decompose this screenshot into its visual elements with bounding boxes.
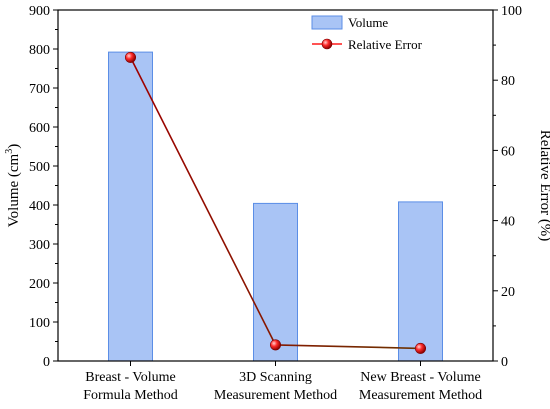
x-tick-label-1-0: 3D Scanning — [239, 370, 312, 385]
left-tick-label-800: 800 — [29, 43, 50, 58]
right-tick-label-20: 20 — [501, 285, 515, 300]
line-layer — [125, 51, 426, 354]
x-tick-label-2-1: Measurement Method — [359, 388, 482, 403]
right-axis-title: Relative Error (%) — [537, 130, 550, 242]
relative-error-point-2 — [414, 342, 426, 354]
legend: Volume Relative Error — [311, 15, 423, 52]
x-tick-label-0-0: Breast - Volume — [85, 370, 175, 385]
left-tick-label-700: 700 — [29, 82, 50, 97]
left-tick-label-400: 400 — [29, 199, 50, 214]
relative-error-point-0 — [125, 51, 137, 63]
x-tick-label-0-1: Formula Method — [83, 388, 178, 403]
left-tick-label-300: 300 — [29, 238, 50, 253]
relative-error-point-1 — [269, 339, 281, 351]
bar-0 — [108, 51, 153, 362]
left-tick-label-100: 100 — [29, 316, 50, 331]
legend-error-marker — [321, 38, 333, 50]
x-tick-label-1-1: Measurement Method — [214, 388, 337, 403]
bar-1 — [253, 202, 298, 362]
left-tick-label-600: 600 — [29, 121, 50, 136]
right-tick-label-80: 80 — [501, 74, 515, 89]
x-tick-label-2-0: New Breast - Volume — [360, 370, 480, 385]
left-tick-label-500: 500 — [29, 160, 50, 175]
right-tick-label-60: 60 — [501, 144, 515, 159]
left-axis-title: Volume (cm3) — [4, 144, 22, 227]
legend-error-label: Relative Error — [348, 37, 423, 52]
bars-layer — [108, 51, 443, 362]
right-tick-label-0: 0 — [501, 355, 508, 370]
legend-volume-swatch — [311, 15, 343, 30]
bar-2 — [398, 201, 443, 362]
left-tick-label-200: 200 — [29, 277, 50, 292]
legend-volume-label: Volume — [348, 15, 388, 30]
axes-layer: 0 100 200 300 400 500 600 700 800 900 0 20 40 60 80 100… — [4, 4, 550, 403]
left-tick-label-0: 0 — [43, 355, 50, 370]
left-tick-label-900: 900 — [29, 4, 50, 19]
right-tick-label-100: 100 — [501, 4, 522, 19]
right-tick-label-40: 40 — [501, 215, 515, 230]
